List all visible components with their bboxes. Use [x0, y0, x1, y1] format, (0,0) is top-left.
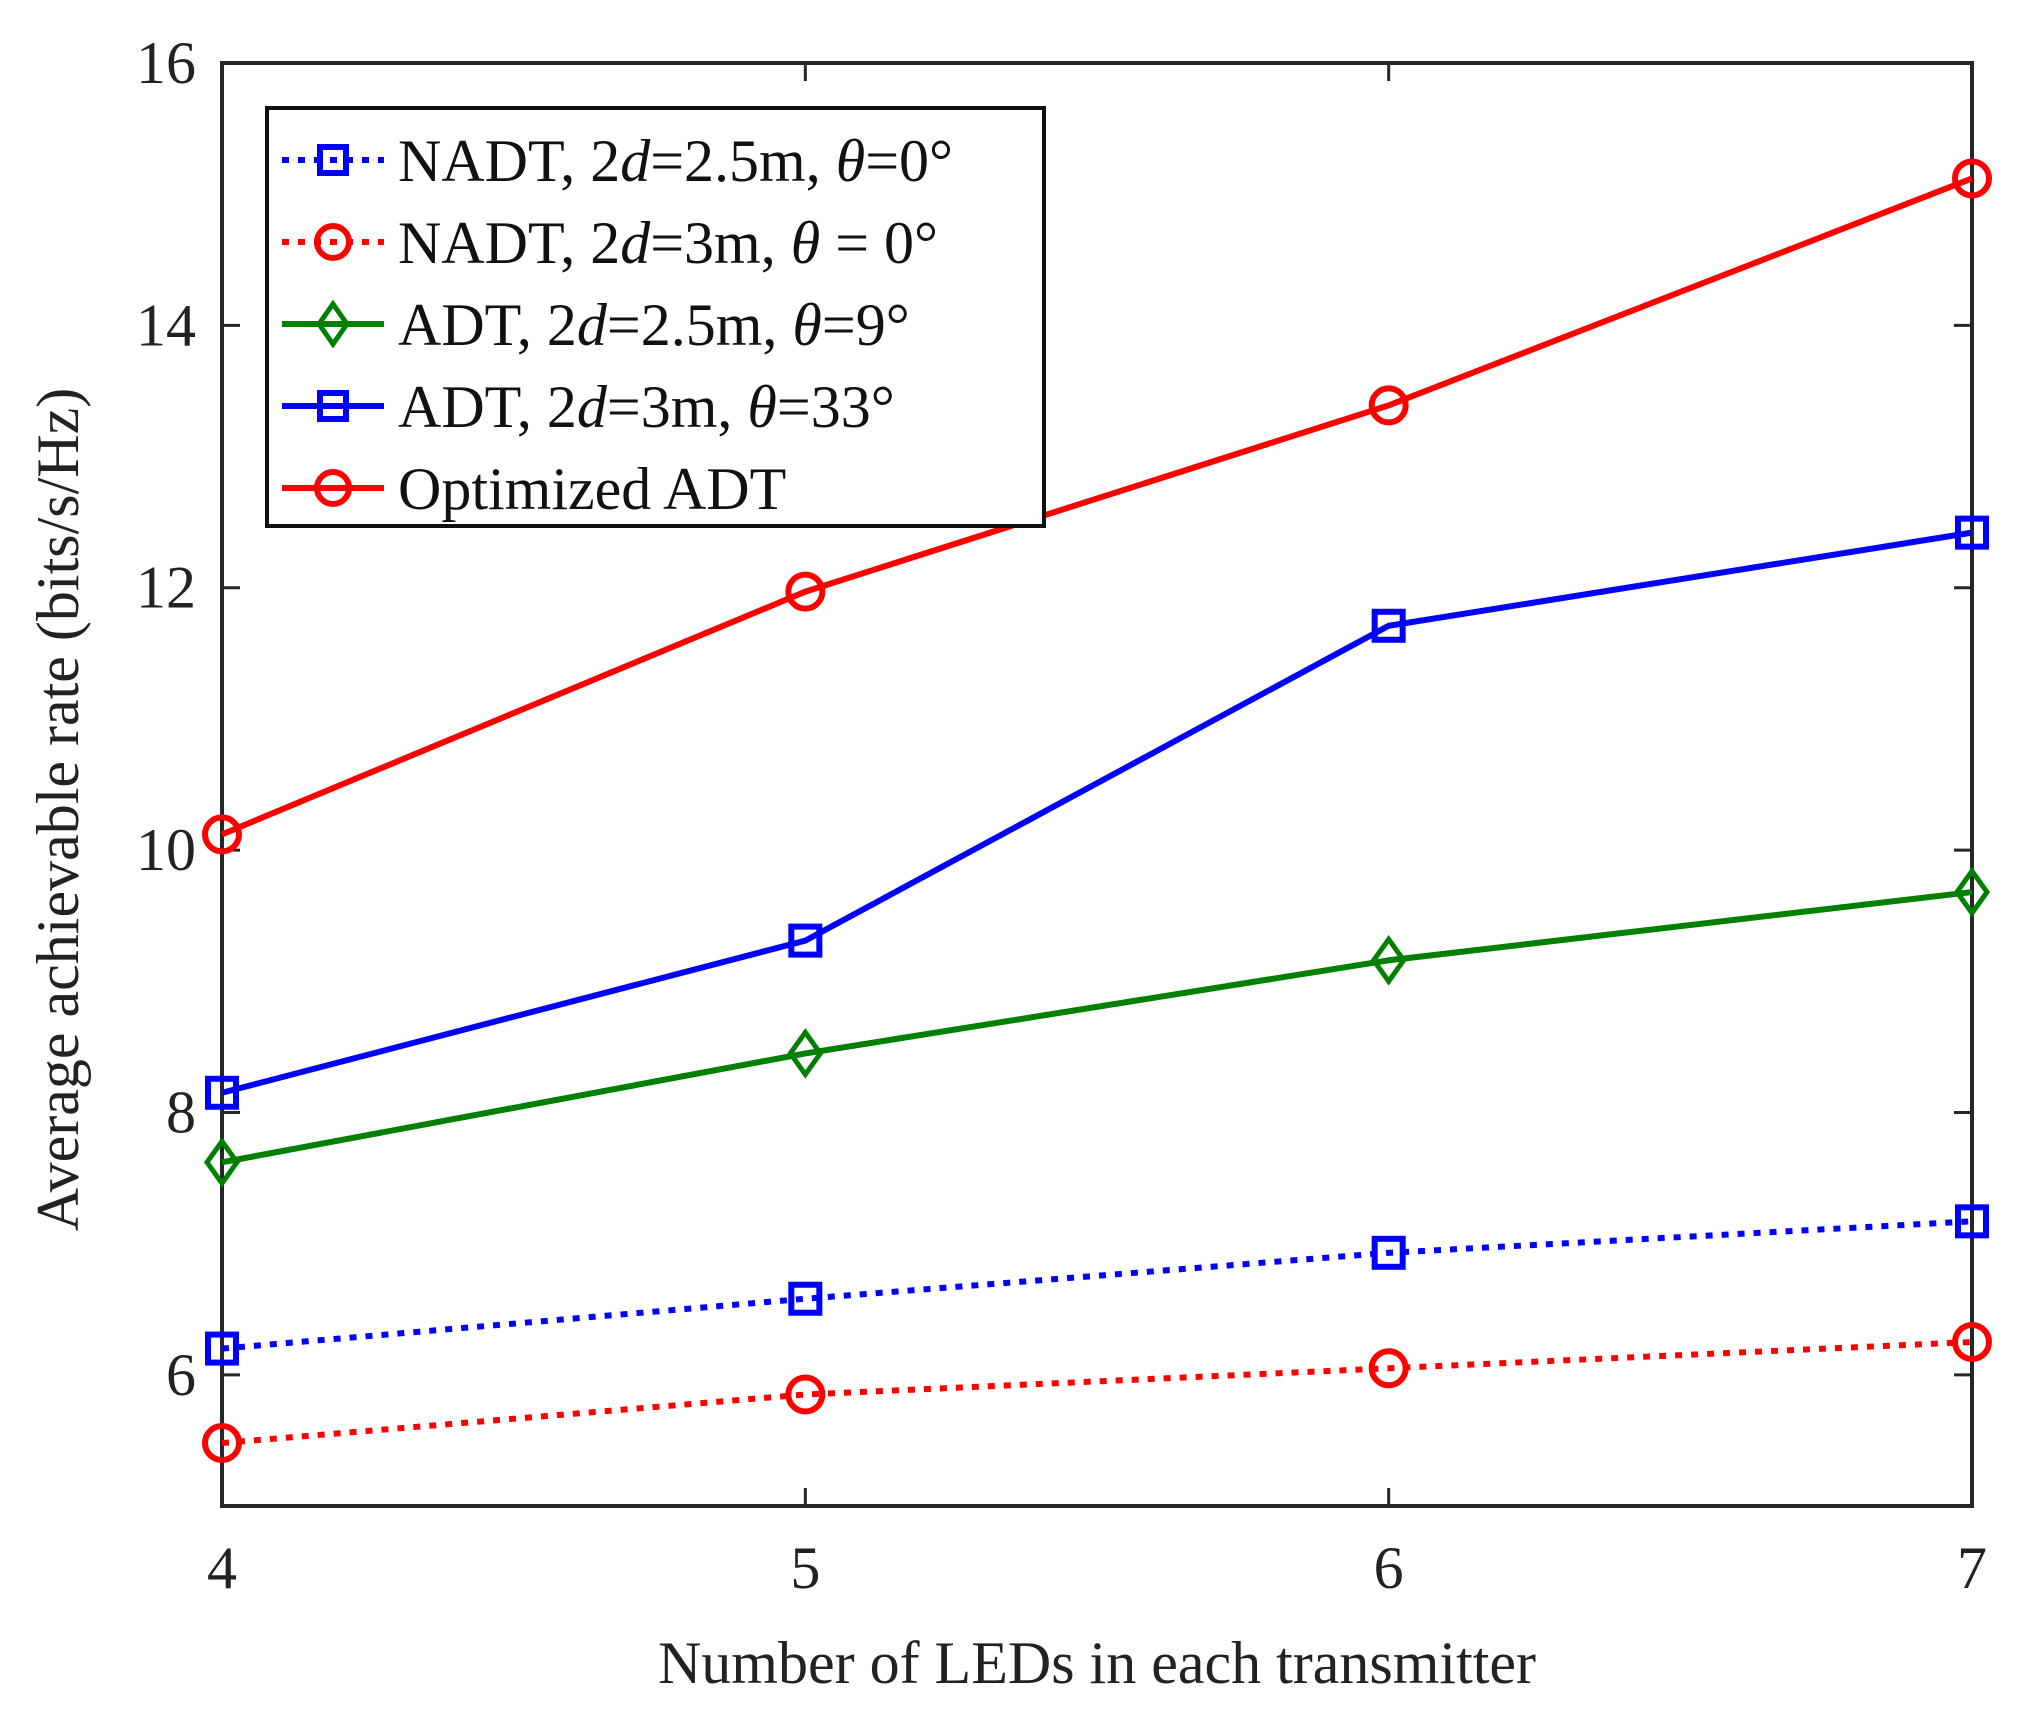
data-point [785, 571, 826, 612]
series-line [221, 1339, 1973, 1447]
legend-marker [315, 299, 351, 349]
series-line [220, 175, 1974, 838]
x-axis-label: Number of LEDs in each transmitter [658, 1630, 1536, 1696]
x-tick-label: 5 [790, 1535, 820, 1601]
data-point [203, 1137, 241, 1188]
data-point [785, 1374, 826, 1415]
series-5 [202, 158, 1992, 855]
legend-marker [317, 144, 349, 176]
legend-item-2: NADT, 2d=3m, θ = 0° [282, 210, 938, 276]
series-3 [203, 866, 1991, 1188]
legend-label: NADT, 2d=3m, θ = 0° [398, 210, 938, 276]
legend-item-5: Optimized ADT [282, 456, 786, 522]
data-point [1953, 866, 1991, 918]
series-line [221, 889, 1973, 1166]
series-line [221, 1218, 1973, 1352]
data-point [788, 1281, 823, 1316]
legend-marker [314, 223, 352, 261]
y-axis-label: Average achievable rate (bits/s/Hz) [25, 388, 91, 1231]
legend-item-4: ADT, 2d=3m, θ=33° [282, 374, 895, 440]
series-4 [205, 515, 1989, 1110]
data-point [1955, 1204, 1989, 1239]
data-point [1952, 158, 1992, 199]
y-tick-label: 16 [136, 30, 196, 96]
data-point [1370, 934, 1407, 986]
data-point [1371, 1235, 1406, 1270]
data-point [202, 814, 242, 855]
legend-label: ADT, 2d=3m, θ=33° [398, 374, 895, 440]
legend-marker [317, 390, 349, 422]
data-point [787, 1028, 824, 1079]
y-tick-label: 14 [136, 292, 196, 358]
legend-label: ADT, 2d=2.5m, θ=9° [398, 292, 910, 358]
legend-box [265, 106, 1046, 528]
data-point [205, 1075, 239, 1110]
legend-label: NADT, 2d=2.5m, θ=0° [398, 128, 953, 194]
axes: 4 5 6 7 6 8 10 12 14 16 [136, 30, 1987, 1601]
data-point [1368, 1348, 1409, 1389]
x-tick-label: 4 [207, 1535, 237, 1601]
x-tick-label: 7 [1957, 1535, 1987, 1601]
data-point [788, 923, 823, 958]
series-layer [202, 158, 1992, 1464]
series-1 [205, 1204, 1989, 1366]
data-point [1371, 608, 1406, 643]
y-tick-label: 10 [136, 817, 196, 883]
legend: NADT, 2d=2.5m, θ=0° NADT, 2d=3m, θ = 0° AD… [265, 106, 1046, 528]
series-line [221, 529, 1973, 1096]
legend-item-3: ADT, 2d=2.5m, θ=9° [282, 292, 910, 358]
x-tick-label: 6 [1374, 1535, 1404, 1601]
legend-item-1: NADT, 2d=2.5m, θ=0° [282, 128, 953, 194]
legend-marker [314, 469, 352, 507]
data-point [1952, 1322, 1992, 1363]
series-2 [202, 1322, 1992, 1464]
y-tick-label: 6 [166, 1342, 196, 1408]
data-point [205, 1331, 239, 1366]
y-tick-label: 12 [136, 555, 196, 621]
data-point [1955, 515, 1989, 550]
data-point [1368, 385, 1409, 426]
legend-label: Optimized ADT [398, 456, 786, 522]
data-point [202, 1423, 242, 1464]
y-tick-label: 8 [166, 1079, 196, 1145]
